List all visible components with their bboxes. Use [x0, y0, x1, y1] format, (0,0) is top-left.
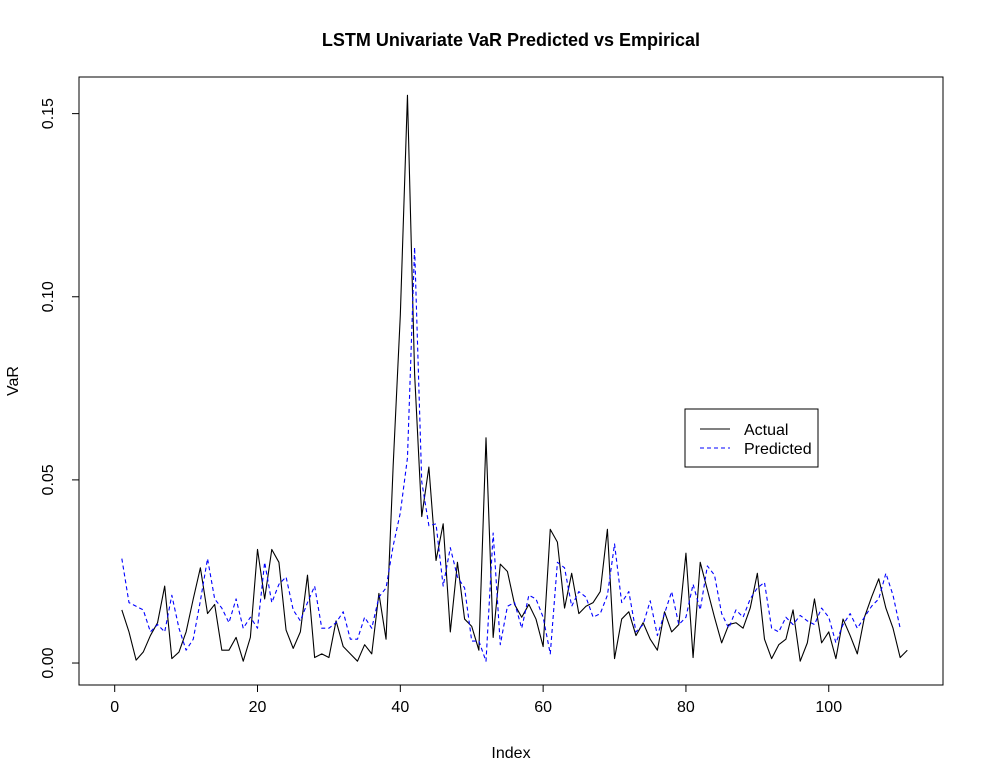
- x-tick-label: 100: [815, 699, 842, 716]
- legend-label-actual: Actual: [744, 422, 788, 439]
- x-tick-label: 40: [391, 699, 409, 716]
- y-tick-label: 0.05: [40, 464, 57, 495]
- y-tick-label: 0.10: [40, 281, 57, 312]
- x-tick-label: 60: [534, 699, 552, 716]
- y-axis: 0.00 0.05 0.10 0.15: [40, 98, 80, 679]
- legend: Actual Predicted: [684, 408, 819, 468]
- plot-series: [121, 94, 908, 662]
- legend-label-predicted: Predicted: [744, 441, 812, 458]
- plot-frame: [78, 76, 944, 686]
- series-line-actual: [121, 94, 908, 662]
- x-tick-label: 20: [249, 699, 267, 716]
- chart-title: LSTM Univariate VaR Predicted vs Empiric…: [322, 30, 700, 50]
- series-line-predicted: [121, 246, 901, 662]
- x-tick-label: 80: [677, 699, 695, 716]
- y-tick-label: 0.15: [40, 98, 57, 129]
- legend-box: [684, 408, 819, 468]
- x-tick-label: 0: [110, 699, 119, 716]
- y-tick-label: 0.00: [40, 647, 57, 678]
- x-axis: 0 20 40 60 80 100: [110, 684, 842, 716]
- x-axis-label: Index: [491, 745, 530, 762]
- y-axis-label: VaR: [5, 366, 22, 396]
